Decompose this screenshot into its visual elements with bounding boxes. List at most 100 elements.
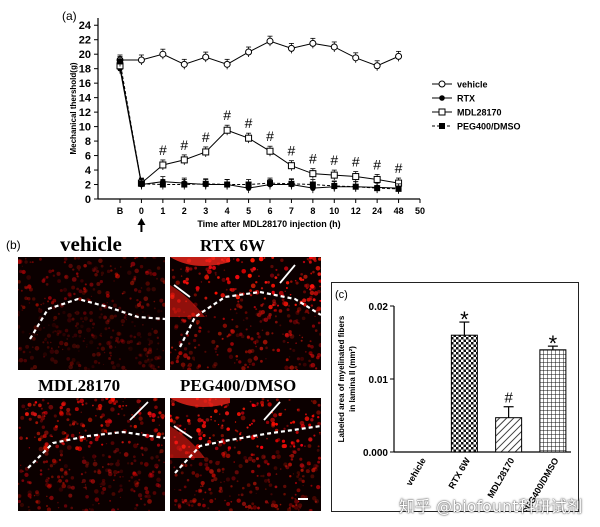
tissue-speck xyxy=(288,503,293,507)
tissue-speck xyxy=(212,364,217,369)
tissue-speck xyxy=(290,496,294,500)
tissue-speck xyxy=(226,502,231,507)
tissue-speck xyxy=(67,368,69,370)
tissue-speck xyxy=(273,309,276,312)
tissue-speck xyxy=(133,275,137,279)
tissue-speck xyxy=(122,405,124,407)
tissue-speck xyxy=(28,447,31,449)
tissue-speck xyxy=(214,271,217,275)
tissue-speck xyxy=(91,454,97,459)
tissue-speck xyxy=(210,415,213,418)
tissue-speck xyxy=(105,443,108,445)
point-mdl28170 xyxy=(309,170,317,178)
tissue-speck xyxy=(257,506,260,510)
tissue-speck xyxy=(157,459,161,462)
tissue-speck xyxy=(250,453,254,457)
tissue-speck xyxy=(198,329,202,333)
tissue-speck xyxy=(32,403,36,407)
tissue-speck xyxy=(302,484,304,487)
tissue-speck xyxy=(197,364,202,368)
tissue-speck xyxy=(209,491,213,495)
tissue-speck xyxy=(268,304,273,310)
y-tick-label: 0 xyxy=(85,194,91,206)
tissue-speck xyxy=(140,287,143,289)
tissue-speck xyxy=(43,445,48,451)
tissue-speck xyxy=(63,471,68,476)
tissue-speck xyxy=(288,356,291,358)
tissue-speck xyxy=(113,314,117,318)
tissue-speck xyxy=(157,416,160,419)
tissue-speck xyxy=(235,325,239,329)
tissue-speck xyxy=(226,403,230,407)
tissue-speck xyxy=(236,439,238,442)
tissue-speck xyxy=(96,352,101,357)
tissue-speck xyxy=(105,290,110,296)
tissue-speck xyxy=(153,307,156,310)
x-tick-label: 12 xyxy=(351,206,361,216)
tissue-speck xyxy=(266,315,272,320)
tissue-speck xyxy=(187,362,193,368)
tissue-speck xyxy=(176,416,178,419)
tissue-speck xyxy=(170,351,172,354)
x-tick-label: 8 xyxy=(310,206,315,216)
tissue-speck xyxy=(83,263,87,268)
tissue-speck xyxy=(143,447,148,452)
tissue-speck xyxy=(80,324,84,329)
tissue-speck xyxy=(289,319,293,323)
tissue-speck xyxy=(273,503,279,509)
tissue-speck xyxy=(240,493,244,497)
y-tick-label: 6 xyxy=(85,151,91,163)
tissue-speck xyxy=(298,477,303,482)
tissue-speck xyxy=(46,333,52,338)
tissue-speck xyxy=(162,349,165,352)
tissue-speck xyxy=(92,326,94,329)
tissue-speck xyxy=(134,257,137,260)
tissue-speck xyxy=(298,506,302,509)
tissue-speck xyxy=(72,336,74,338)
tissue-speck xyxy=(133,288,138,292)
tissue-speck xyxy=(59,288,63,293)
tissue-speck xyxy=(186,364,190,368)
tissue-speck xyxy=(108,345,113,349)
tissue-speck xyxy=(76,422,79,425)
tissue-speck xyxy=(93,359,98,364)
tissue-speck xyxy=(317,272,321,276)
series-line-vehicle xyxy=(120,40,399,67)
tissue-speck xyxy=(213,476,218,482)
tissue-speck xyxy=(139,264,144,269)
tissue-speck xyxy=(74,407,79,412)
tissue-speck xyxy=(294,279,297,282)
tissue-speck xyxy=(229,495,231,497)
tissue-speck xyxy=(89,261,93,265)
tissue-speck xyxy=(114,267,117,270)
tissue-speck xyxy=(52,331,55,334)
tissue-speck xyxy=(66,407,71,412)
tissue-speck xyxy=(53,330,55,332)
tissue-speck xyxy=(312,426,314,428)
tissue-speck xyxy=(198,326,202,329)
tissue-speck xyxy=(122,475,124,478)
tissue-speck xyxy=(43,411,46,414)
tissue-speck xyxy=(45,482,50,488)
tissue-speck xyxy=(163,461,165,463)
tissue-speck xyxy=(78,334,82,338)
tissue-speck xyxy=(84,289,87,293)
tissue-speck xyxy=(66,418,70,422)
tissue-speck xyxy=(79,317,83,321)
tissue-speck xyxy=(24,472,29,477)
tissue-speck xyxy=(240,411,245,415)
tissue-speck xyxy=(227,446,232,450)
tissue-speck xyxy=(100,264,104,268)
tissue-speck xyxy=(109,462,113,466)
tissue-speck xyxy=(267,478,270,481)
tissue-speck xyxy=(38,257,42,261)
tissue-speck xyxy=(137,470,142,475)
significance-marker: # xyxy=(373,156,381,172)
tissue-speck xyxy=(274,308,278,312)
tissue-speck xyxy=(47,477,50,480)
tissue-speck xyxy=(214,498,217,500)
tissue-speck xyxy=(316,306,321,312)
tissue-speck xyxy=(132,471,137,477)
tissue-speck xyxy=(46,341,49,344)
tissue-speck xyxy=(119,475,122,478)
